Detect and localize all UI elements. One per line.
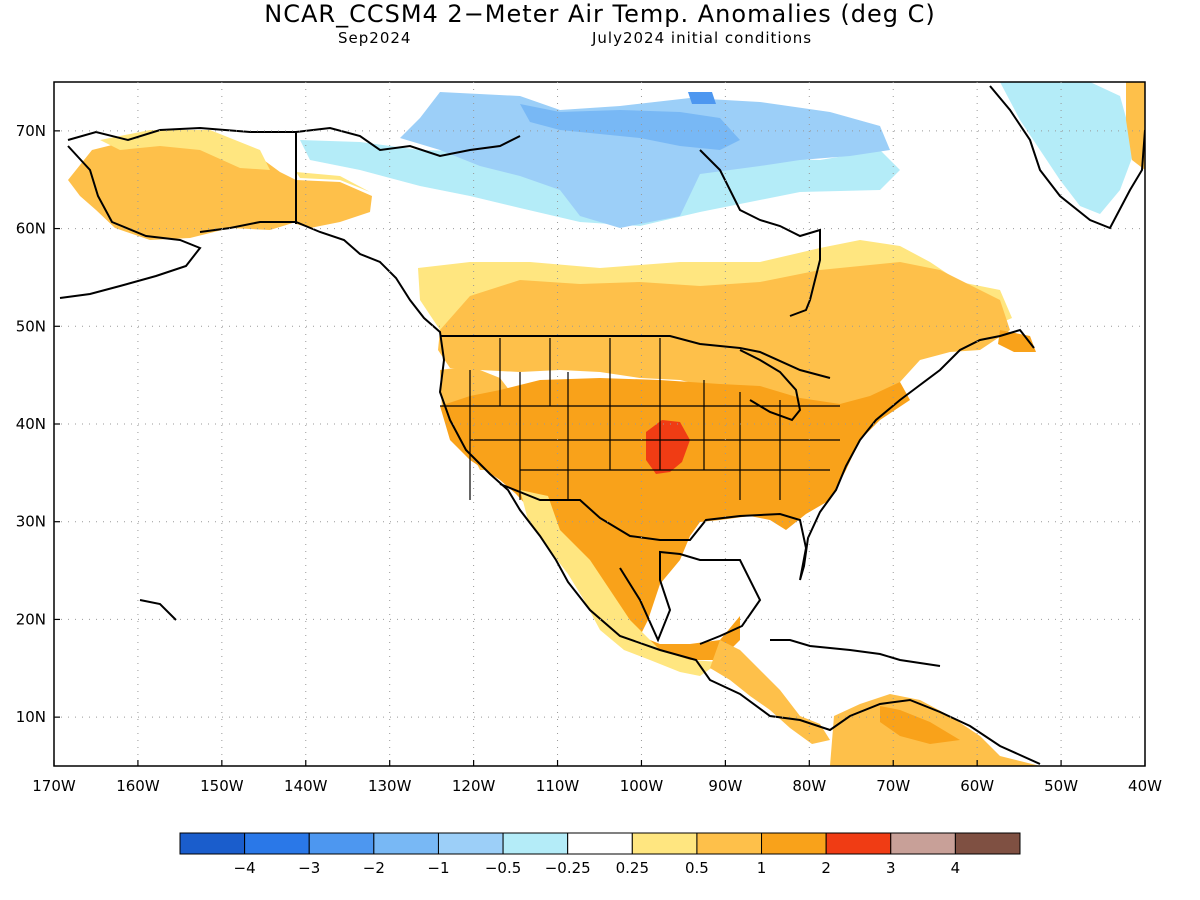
- colorbar-label: −4: [234, 859, 256, 877]
- lat-label: 60N: [16, 220, 46, 238]
- colorbar-swatch: [696, 832, 763, 855]
- region-greenland-cool: [1000, 82, 1135, 214]
- lon-label: 120W: [452, 777, 496, 795]
- colorbar-swatch: [244, 832, 310, 855]
- colorbar-swatch: [179, 832, 246, 855]
- lon-label: 170W: [32, 777, 76, 795]
- lon-label: 70W: [876, 777, 910, 795]
- colorbar-label: 1: [757, 859, 767, 877]
- colorbar-swatch: [502, 832, 569, 855]
- colorbar-label: 4: [951, 859, 961, 877]
- region-arctic-cool: [400, 92, 890, 228]
- colorbar-label: 0.5: [685, 859, 709, 877]
- init-conditions-label: July2024 initial conditions: [592, 29, 813, 47]
- longitude-labels: 170W 160W 150W 140W 130W 120W 110W 100W 90W 80W 70…: [32, 777, 1162, 795]
- lon-label: 140W: [284, 777, 328, 795]
- lon-label: 60W: [960, 777, 994, 795]
- colorbar-label: −2: [363, 859, 385, 877]
- lon-label: 80W: [792, 777, 826, 795]
- latitude-labels: 70N 60N 50N 40N 30N 20N 10N: [16, 122, 46, 726]
- lon-label: 40W: [1128, 777, 1162, 795]
- lon-label: 130W: [368, 777, 412, 795]
- lat-label: 30N: [16, 513, 46, 531]
- region-alaska: [68, 136, 296, 240]
- colorbar-swatch: [825, 832, 892, 855]
- valid-month-label: Sep2024: [338, 29, 412, 47]
- colorbar-swatch: [437, 832, 504, 855]
- colorbar-label: −0.25: [545, 859, 591, 877]
- colorbar-label: −1: [427, 859, 449, 877]
- colorbar-swatch: [631, 832, 698, 855]
- colorbar-swatch: [954, 832, 1021, 855]
- lon-label: 100W: [620, 777, 664, 795]
- region-arctic-cooler: [520, 104, 740, 150]
- lon-label: 90W: [708, 777, 742, 795]
- gridlines: [53, 82, 1146, 766]
- map-title: NCAR_CCSM4 2−Meter Air Temp. Anomalies (…: [264, 0, 936, 28]
- colorbar-swatch: [373, 832, 439, 855]
- region-yukon-light: [296, 172, 370, 192]
- colorbar-label: −3: [298, 859, 320, 877]
- colorbar-swatch: [567, 832, 633, 855]
- lon-label: 150W: [200, 777, 244, 795]
- lat-label: 10N: [16, 708, 46, 726]
- colorbar-label: 2: [821, 859, 831, 877]
- lat-label: 70N: [16, 122, 46, 140]
- colorbar-swatch: [890, 832, 956, 855]
- colorbar: −4 −3 −2 −1 −0.5 −0.25 0.25 0.5 1 2 3 4: [179, 832, 1021, 877]
- region-south-america-warm: [880, 706, 960, 744]
- lat-label: 50N: [16, 317, 46, 335]
- lat-label: 40N: [16, 415, 46, 433]
- political-borders: [440, 338, 840, 500]
- region-yukon-warm: [296, 180, 372, 228]
- colorbar-swatch: [761, 832, 827, 855]
- coastlines: [59, 85, 1145, 765]
- region-greenland-warm: [1126, 82, 1145, 170]
- lon-label: 50W: [1044, 777, 1078, 795]
- colorbar-label: −0.5: [485, 859, 521, 877]
- region-mexico-light: [520, 490, 720, 676]
- region-central-america: [710, 640, 830, 744]
- colorbar-label: 0.25: [616, 859, 649, 877]
- region-southern-canada-warm: [438, 262, 1010, 418]
- region-conus: [440, 378, 910, 660]
- region-arctic-coolest: [688, 92, 716, 104]
- region-alaska-light: [100, 130, 270, 170]
- lon-label: 160W: [116, 777, 160, 795]
- lon-label: 110W: [536, 777, 580, 795]
- region-central-plains-hot: [646, 420, 690, 474]
- lat-label: 20N: [16, 610, 46, 628]
- colorbar-swatch: [308, 832, 375, 855]
- colorbar-label: 3: [886, 859, 896, 877]
- region-newfoundland: [998, 330, 1036, 352]
